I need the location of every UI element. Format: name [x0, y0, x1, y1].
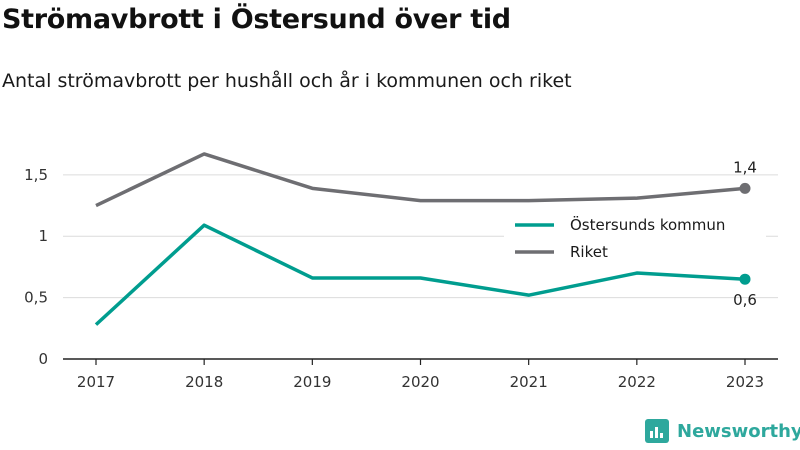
y-tick-label: 1,5 [24, 166, 48, 184]
x-tick-label: 2021 [510, 373, 548, 391]
series-line-kommun [94, 223, 746, 326]
x-tick-label: 2020 [401, 373, 439, 391]
chart-title: Strömavbrott i Östersund över tid [2, 4, 511, 35]
x-tick-label: 2018 [185, 373, 223, 391]
x-tick-label: 2019 [293, 373, 331, 391]
x-tick-label: 2022 [618, 373, 656, 391]
x-tick-label: 2023 [726, 373, 764, 391]
x-tick-label: 2017 [77, 373, 115, 391]
y-tick-label: 0,5 [24, 289, 48, 307]
series-end-point-riket [739, 182, 751, 194]
end-label-kommun: 0,6 [733, 291, 757, 309]
newsworthy-logo-icon [645, 419, 669, 443]
series-end-point-kommun [739, 273, 751, 285]
end-label-riket: 1,4 [733, 158, 757, 176]
legend-label-riket: Riket [570, 243, 608, 261]
brand-name: Newsworthy [677, 420, 800, 442]
chart-subtitle: Antal strömavbrott per hushåll och år i … [2, 70, 572, 92]
series-line-riket [95, 152, 746, 208]
y-tick-label: 0 [38, 350, 48, 368]
y-tick-label: 1 [38, 227, 48, 245]
legend-background [504, 205, 766, 267]
newsworthy-brand: Newsworthy [645, 419, 800, 443]
legend-label-kommun: Östersunds kommun [570, 215, 725, 234]
